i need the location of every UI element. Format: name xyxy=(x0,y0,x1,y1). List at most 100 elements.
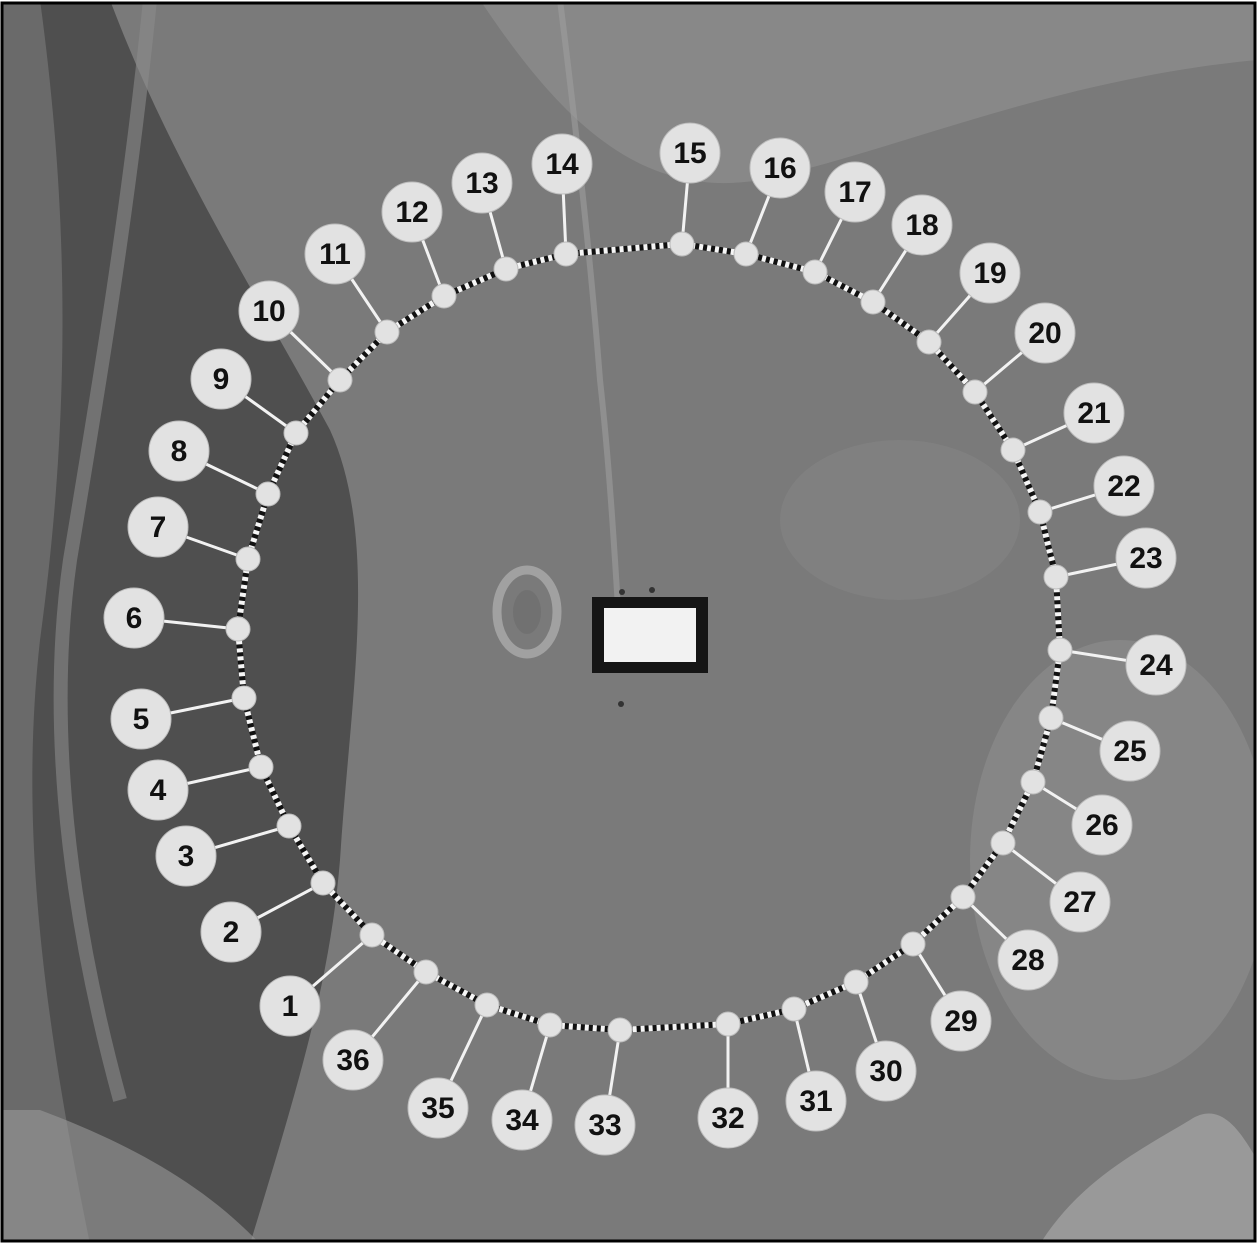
station-label-text: 4 xyxy=(150,774,167,807)
station-marker-dot xyxy=(359,922,385,948)
station-22: 22 xyxy=(1027,455,1155,525)
station-marker-dot xyxy=(276,813,302,839)
station-marker-dot xyxy=(493,256,519,282)
station-marker-dot xyxy=(235,546,261,572)
station-marker-dot xyxy=(607,1017,633,1043)
station-label-text: 23 xyxy=(1129,542,1162,575)
station-label-bubble xyxy=(785,1070,847,1132)
station-label-text: 24 xyxy=(1139,649,1173,682)
station-label-text: 7 xyxy=(150,511,167,544)
station-label-bubble xyxy=(238,280,300,342)
station-label-bubble xyxy=(1063,382,1125,444)
station-marker-dot xyxy=(715,1011,741,1037)
station-label-bubble xyxy=(451,152,513,214)
station-label-bubble xyxy=(190,348,252,410)
station-35: 35 xyxy=(407,992,500,1139)
station-label-bubble xyxy=(659,122,721,184)
station-marker-dot xyxy=(781,996,807,1022)
station-7: 7 xyxy=(127,496,261,572)
station-marker-dot xyxy=(327,367,353,393)
station-18: 18 xyxy=(860,194,953,315)
station-label-text: 30 xyxy=(869,1055,902,1088)
station-13: 13 xyxy=(451,152,519,282)
station-label-bubble xyxy=(1014,302,1076,364)
station-label-bubble xyxy=(574,1094,636,1156)
station-label-bubble xyxy=(1115,527,1177,589)
station-24: 24 xyxy=(1047,634,1187,696)
station-8: 8 xyxy=(148,420,281,507)
station-label-bubble xyxy=(749,137,811,199)
station-29: 29 xyxy=(900,931,992,1052)
station-label-text: 31 xyxy=(799,1085,832,1118)
station-marker-dot xyxy=(950,884,976,910)
station-label-text: 26 xyxy=(1085,809,1118,842)
station-marker-dot xyxy=(537,1012,563,1038)
station-label-text: 8 xyxy=(171,435,188,468)
station-label-text: 35 xyxy=(421,1092,454,1125)
station-label-bubble xyxy=(491,1089,553,1151)
station-marker-dot xyxy=(1027,499,1053,525)
station-9: 9 xyxy=(190,348,309,446)
station-4: 4 xyxy=(127,754,274,821)
station-26: 26 xyxy=(1020,769,1133,856)
station-marker-dot xyxy=(733,241,759,267)
station-32: 32 xyxy=(697,1011,759,1149)
station-marker-dot xyxy=(310,870,336,896)
station-label-bubble xyxy=(1093,455,1155,517)
station-12: 12 xyxy=(381,181,457,309)
station-label-text: 5 xyxy=(133,703,150,736)
station-label-bubble xyxy=(304,223,366,285)
station-label-text: 9 xyxy=(213,363,230,396)
station-label-bubble xyxy=(407,1077,469,1139)
station-27: 27 xyxy=(990,830,1111,933)
station-label-text: 33 xyxy=(588,1109,621,1142)
station-marker-dot xyxy=(860,289,886,315)
station-label-bubble xyxy=(127,496,189,558)
station-label-text: 18 xyxy=(905,209,938,242)
station-label-text: 10 xyxy=(252,295,285,328)
station-label-text: 28 xyxy=(1011,944,1044,977)
station-label-bubble xyxy=(381,181,443,243)
station-label-text: 2 xyxy=(223,916,240,949)
station-label-bubble xyxy=(824,161,886,223)
station-6: 6 xyxy=(103,587,251,649)
station-15: 15 xyxy=(659,122,721,257)
station-label-text: 3 xyxy=(178,840,195,873)
station-label-bubble xyxy=(259,975,321,1037)
station-label-text: 21 xyxy=(1077,397,1110,430)
station-3: 3 xyxy=(155,813,302,887)
station-label-bubble xyxy=(103,587,165,649)
station-marker-dot xyxy=(843,969,869,995)
station-label-text: 27 xyxy=(1063,886,1096,919)
station-marker-dot xyxy=(374,319,400,345)
station-label-bubble xyxy=(1071,794,1133,856)
station-label-bubble xyxy=(959,242,1021,304)
station-marker-dot xyxy=(1038,705,1064,731)
station-36: 36 xyxy=(322,959,439,1091)
station-5: 5 xyxy=(110,685,257,750)
station-25: 25 xyxy=(1038,705,1161,782)
station-23: 23 xyxy=(1043,527,1177,590)
station-marker-dot xyxy=(248,754,274,780)
station-17: 17 xyxy=(802,161,886,285)
station-marker-dot xyxy=(231,685,257,711)
station-label-bubble xyxy=(1125,634,1187,696)
station-label-text: 19 xyxy=(973,257,1006,290)
station-label-bubble xyxy=(891,194,953,256)
station-label-text: 6 xyxy=(126,602,143,635)
station-label-bubble xyxy=(322,1029,384,1091)
station-label-text: 34 xyxy=(505,1104,539,1137)
station-label-text: 25 xyxy=(1113,735,1146,768)
station-label-bubble xyxy=(110,688,172,750)
station-marker-dot xyxy=(474,992,500,1018)
station-21: 21 xyxy=(1000,382,1125,463)
center-marker xyxy=(592,587,708,707)
station-20: 20 xyxy=(962,302,1076,405)
station-marker-dot xyxy=(916,329,942,355)
station-marker-dot xyxy=(255,481,281,507)
station-marker-dot xyxy=(669,231,695,257)
station-10: 10 xyxy=(238,280,353,393)
station-33: 33 xyxy=(574,1017,636,1156)
station-label-bubble xyxy=(855,1040,917,1102)
